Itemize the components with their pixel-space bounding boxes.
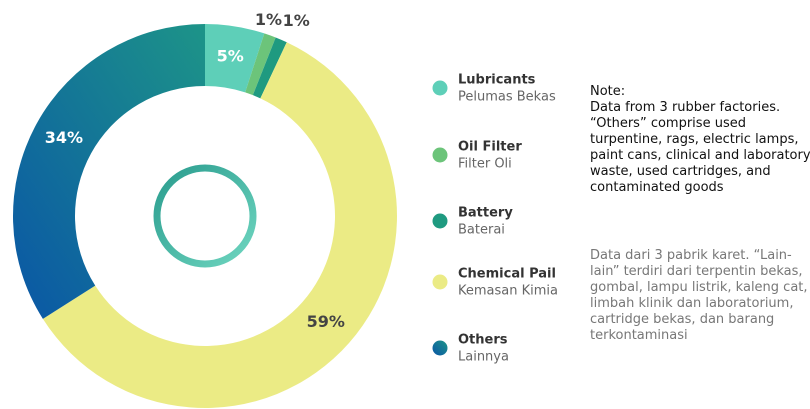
value-label: 5%: [217, 46, 244, 65]
legend-swatch: [432, 80, 448, 96]
legend-name: Oil Filter: [458, 140, 522, 155]
slice: [42, 42, 397, 409]
slice: [205, 24, 265, 93]
legend-swatch: [432, 213, 448, 229]
legend-name: Lubricants: [458, 73, 536, 88]
legend-swatch: [432, 147, 448, 163]
legend-subtitle: Baterai: [458, 223, 505, 238]
value-label: 59%: [307, 312, 345, 331]
legend-name: Others: [458, 333, 508, 348]
legend-swatch: [432, 340, 448, 356]
slice: [12, 24, 205, 319]
note-id: Data dari 3 pabrik karet. “Lain-lain” te…: [590, 248, 808, 343]
slice: [252, 37, 287, 99]
legend-swatch: [432, 274, 448, 290]
legend-subtitle: Kemasan Kimia: [458, 284, 558, 299]
legend-subtitle: Pelumas Bekas: [458, 90, 556, 105]
slice: [245, 33, 276, 96]
legend-subtitle: Lainnya: [458, 350, 509, 365]
legend-name: Battery: [458, 206, 513, 221]
legend-name: Chemical Pail: [458, 267, 556, 282]
value-label: 1%: [283, 11, 310, 30]
value-label: 1%: [255, 10, 282, 29]
note-en: Data from 3 rubber factories. “Others” c…: [590, 100, 810, 195]
legend-subtitle: Filter Oli: [458, 157, 512, 172]
value-label: 34%: [45, 128, 83, 147]
note-en-block: Note: Data from 3 rubber factories. “Oth…: [590, 84, 810, 196]
center-ring: [153, 164, 257, 268]
note-title: Note:: [590, 84, 626, 99]
